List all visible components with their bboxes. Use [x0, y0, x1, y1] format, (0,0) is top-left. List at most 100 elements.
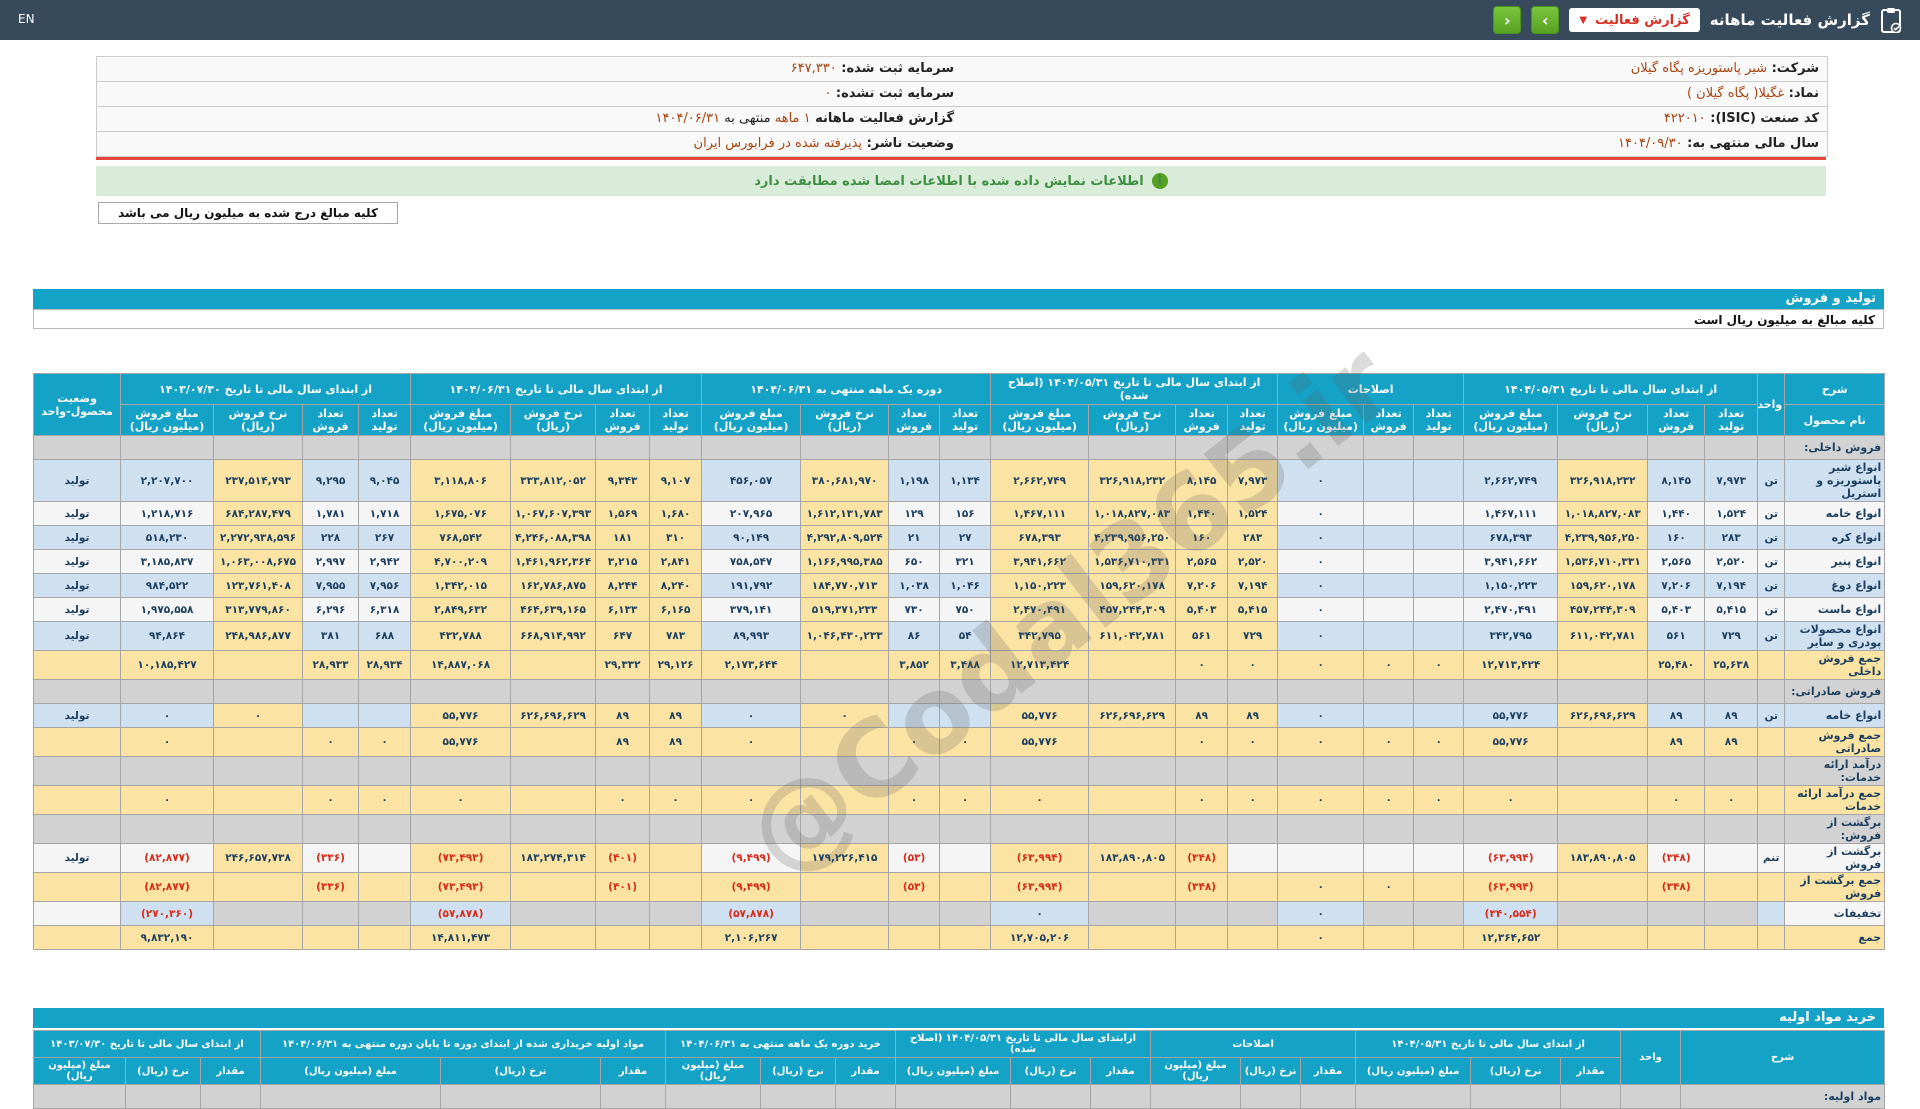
table-row: مواد اولیه: — [32, 1084, 1886, 1109]
header-sub: نرخ (ریال) — [1010, 1057, 1092, 1085]
cell: ۰ — [1227, 727, 1279, 757]
cell — [302, 435, 360, 460]
cell — [1413, 843, 1465, 873]
table-row: جمع فروش داخلی ۲۵,۶۳۸ ۲۵,۴۸۰ ۱۲,۷۱۳,۴۲۴ ۰ ۰ ۰ ۰… — [33, 650, 1886, 680]
cell: ۲۰۷,۹۶۵ — [701, 501, 802, 526]
cell: ۷۵۰ — [939, 597, 992, 622]
cell — [358, 756, 412, 786]
cell: ۴,۲۹۲,۸۰۹,۵۲۴ — [800, 525, 890, 550]
cell: ۹,۳۴۳ — [595, 459, 651, 502]
cell: ۸۹,۹۹۳ — [701, 621, 802, 651]
header-sub: مقدار — [1300, 1057, 1357, 1085]
cell: ۰ — [888, 785, 941, 815]
cell: (۶۳,۹۹۴) — [990, 872, 1090, 902]
status-cell: تولید — [33, 459, 121, 502]
cell — [649, 814, 703, 844]
status-cell: تولید — [33, 501, 121, 526]
cell — [33, 814, 121, 844]
cell: ۳۲۶,۹۱۸,۲۳۲ — [1088, 459, 1177, 502]
header-sub: تعداد فروش — [1175, 404, 1229, 436]
cell — [1757, 679, 1786, 704]
cell: ۰ — [1277, 501, 1365, 526]
cell: ۱,۹۷۵,۵۵۸ — [119, 597, 215, 622]
header-group: از ابتدای سال مالی تا تاریخ ۱۴۰۴/۰۵/۳۱ (… — [990, 373, 1279, 405]
cell: ۶,۱۶۵ — [649, 597, 703, 622]
cell: ۲,۵۲۰ — [1227, 549, 1279, 574]
cell — [939, 872, 992, 902]
cell: ۱,۴۴۰ — [1175, 501, 1229, 526]
cell — [302, 756, 360, 786]
cell: ۱۶۲,۷۸۶,۸۷۵ — [510, 573, 597, 598]
cell: ۰ — [119, 703, 215, 728]
cell: ۴,۲۴۶,۰۸۸,۳۹۸ — [510, 525, 597, 550]
cell: ۹۰,۱۴۹ — [701, 525, 802, 550]
cell: ۱,۱۳۴ — [939, 459, 992, 502]
cell — [1557, 901, 1649, 926]
cell — [649, 435, 703, 460]
cell — [1413, 872, 1465, 902]
cell: ۲۳۷,۵۱۴,۷۹۳ — [213, 459, 304, 502]
info-right-cell-3: سال مالی منتهی به: ۱۴۰۴/۰۹/۳۰ — [962, 132, 1827, 156]
cell: ۱,۱۹۸ — [888, 459, 941, 502]
info-value: غگیلا( پگاه گیلان ) — [1686, 86, 1785, 101]
header-sub: نرخ فروش (ریال) — [1088, 404, 1177, 436]
cell — [1227, 756, 1279, 786]
cell: ۳۱۳,۷۷۹,۸۶۰ — [213, 597, 304, 622]
next-report-button[interactable]: › — [1531, 6, 1560, 34]
cell — [1413, 573, 1465, 598]
header-status: وضعیت محصول-واحد — [33, 373, 121, 436]
report-type-dropdown[interactable]: گزارش فعالیت ▼ — [1569, 8, 1700, 32]
cell: ۵۴ — [939, 621, 992, 651]
header-desc: شرح — [1784, 373, 1886, 405]
cell — [649, 901, 703, 926]
header-sub: نرخ (ریال) — [440, 1057, 602, 1085]
cell: (۴۰۱) — [595, 843, 651, 873]
cell — [1227, 814, 1279, 844]
cell: ۰ — [939, 785, 992, 815]
header-sub: نرخ (ریال) — [760, 1057, 837, 1085]
cell: ۰ — [1277, 727, 1365, 757]
cell — [358, 925, 412, 950]
cell: ۴۳۲,۷۸۸ — [410, 621, 512, 651]
info-label: سال مالی منتهی به: — [1682, 136, 1819, 151]
cell: ۰ — [800, 703, 890, 728]
cell: ۶۲۶,۶۹۶,۶۲۹ — [510, 703, 597, 728]
unit-cell: تن — [1757, 573, 1786, 598]
cell — [1757, 814, 1786, 844]
english-language-link[interactable]: EN — [18, 12, 35, 26]
header-sub: تعداد فروش — [1647, 404, 1706, 436]
cell: ۰ — [701, 703, 802, 728]
signed-data-notice-text: اطلاعات نمایش داده شده با اطلاعات امضا ش… — [754, 173, 1144, 189]
cell — [510, 872, 597, 902]
info-label: شرکت: — [1767, 61, 1819, 76]
cell — [510, 814, 597, 844]
previous-report-button[interactable]: ‹ — [1493, 6, 1522, 34]
cell — [1557, 679, 1649, 704]
unit-cell — [1757, 901, 1786, 926]
cell: ۴۵۷,۲۴۴,۳۰۹ — [1557, 597, 1649, 622]
cell — [1277, 843, 1365, 873]
cell: ۲,۴۷۰,۴۹۱ — [990, 597, 1090, 622]
cell — [1463, 679, 1559, 704]
cell: ۱,۲۱۸,۷۱۶ — [119, 501, 215, 526]
cell: ۸۹ — [1227, 703, 1279, 728]
cell: ۴۵۶,۰۵۷ — [701, 459, 802, 502]
cell: ۱۲۹ — [888, 501, 941, 526]
cell: ۱۴,۸۸۷,۰۶۸ — [410, 650, 512, 680]
cell: ۳,۴۸۸ — [939, 650, 992, 680]
cell — [1363, 703, 1415, 728]
cell: ۱,۴۶۱,۹۶۲,۳۶۴ — [510, 549, 597, 574]
cell: ۱,۴۴۰ — [1647, 501, 1706, 526]
header-sub: تعداد تولید — [358, 404, 412, 436]
header-sub: تعداد تولید — [1413, 404, 1465, 436]
cell — [701, 756, 802, 786]
cell: ۲۶۷ — [358, 525, 412, 550]
header-group: از ابتدای سال مالی تا تاریخ ۱۴۰۴/۰۵/۳۱ — [1355, 1030, 1622, 1058]
cell — [302, 679, 360, 704]
cell — [213, 679, 304, 704]
cell — [1620, 1084, 1682, 1109]
cell: (۳۳۶) — [302, 872, 360, 902]
cell — [888, 435, 941, 460]
cell — [1088, 756, 1177, 786]
cell: ۷,۹۵۶ — [358, 573, 412, 598]
